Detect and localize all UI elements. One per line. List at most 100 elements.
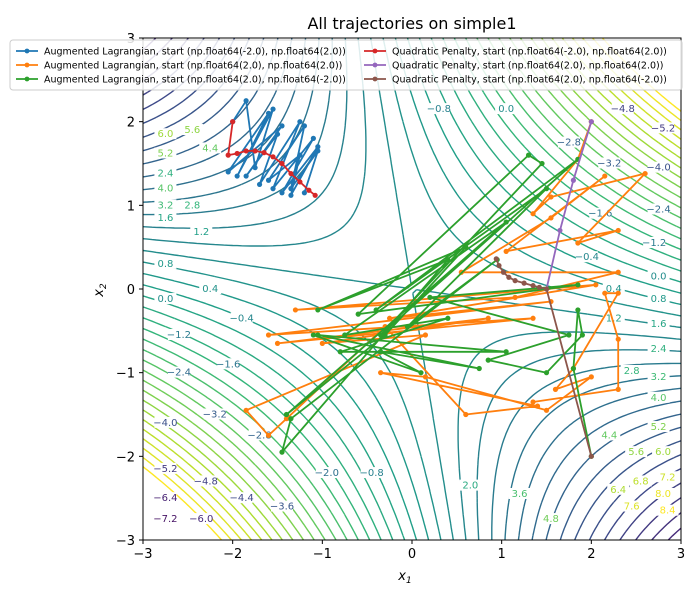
contour-label: −2.4 — [646, 205, 670, 216]
contour-label-bg — [154, 416, 177, 428]
contour-label: 7.6 — [624, 502, 640, 513]
y-tick-label: −2 — [116, 450, 135, 465]
contour-label-bg — [194, 475, 217, 487]
series-point — [252, 148, 258, 154]
series-point — [256, 181, 263, 188]
series-point — [292, 307, 299, 313]
series-point — [252, 165, 258, 171]
series-point — [500, 269, 507, 275]
contour-label-bg — [190, 513, 213, 525]
series-point — [310, 332, 316, 338]
series-point — [378, 349, 384, 355]
contour-label: 6.4 — [610, 485, 626, 496]
contour-label-bg — [656, 504, 679, 516]
series-point — [288, 186, 294, 192]
contour-label: 0.8 — [651, 294, 667, 305]
series-point — [243, 407, 249, 413]
contour-label-bg — [589, 207, 612, 219]
contour-label-bg — [154, 211, 177, 223]
x-axis-label: x1 — [397, 569, 411, 586]
contour-label-bg — [154, 167, 177, 179]
contour-label: −5.2 — [651, 123, 675, 134]
series-point — [342, 332, 348, 338]
series-point — [315, 144, 321, 150]
legend-marker — [24, 48, 30, 54]
series-point — [570, 365, 577, 372]
series-point — [503, 248, 509, 254]
series-point — [279, 160, 285, 167]
contour-label-bg — [598, 157, 621, 169]
contour-label-bg — [181, 199, 204, 211]
contour-label: −1.2 — [167, 330, 191, 341]
series-point — [530, 399, 536, 405]
contour-label-bg — [647, 343, 670, 355]
series-point — [270, 154, 276, 160]
contour-label-bg — [629, 475, 652, 487]
contour-label-bg — [647, 270, 670, 282]
contour-label-bg — [607, 483, 630, 495]
series-point — [543, 370, 550, 376]
contour-label: 6.0 — [157, 129, 173, 140]
series-point — [422, 332, 429, 338]
contour-label-bg — [154, 293, 177, 305]
contour-label-bg — [199, 142, 222, 154]
legend-marker — [24, 62, 30, 68]
contour-label: 2.8 — [184, 200, 200, 211]
contour-label: −2.8 — [557, 138, 581, 149]
contour-label: −4.4 — [229, 493, 253, 504]
contour-label: −7.2 — [153, 514, 177, 525]
series-point — [378, 370, 384, 376]
series-point — [593, 282, 599, 288]
contour-label: 1.6 — [651, 319, 667, 330]
series-point — [297, 179, 303, 185]
series-point — [566, 332, 572, 338]
series-point — [543, 186, 550, 192]
contour-label-bg — [154, 182, 177, 194]
contour-label-bg — [620, 500, 643, 512]
contour-label-bg — [199, 283, 222, 294]
series-point — [536, 284, 542, 290]
series-point — [548, 194, 554, 200]
series-point — [496, 262, 502, 269]
series-point — [265, 432, 272, 439]
series-point — [283, 411, 290, 418]
legend-label: Quadratic Penalty, start (np.float64(-2.… — [392, 47, 667, 58]
contour-label: −0.8 — [360, 468, 384, 479]
contour-label: 8.4 — [660, 506, 676, 517]
contour-label-bg — [652, 122, 675, 134]
series-point — [588, 119, 594, 125]
contour-label-bg — [647, 421, 670, 433]
series-point — [382, 332, 388, 338]
series-point — [485, 357, 491, 363]
series-point — [525, 152, 532, 158]
contour-label-bg — [647, 391, 670, 403]
series-point — [312, 192, 318, 198]
series-point — [337, 349, 343, 355]
contour-label-bg — [167, 329, 190, 341]
contour-label: −6.4 — [153, 493, 177, 504]
y-tick-label: 0 — [127, 283, 135, 298]
contour-label: 1.2 — [606, 313, 622, 324]
series-line-4 — [545, 121, 593, 290]
contour-label: −4.8 — [194, 476, 218, 487]
legend: Augmented Lagrangian, start (np.float64(… — [9, 39, 683, 91]
series-point — [386, 315, 393, 321]
contour-label-bg — [652, 446, 675, 458]
series-point — [575, 307, 581, 313]
series-point — [493, 256, 499, 262]
series-point — [404, 324, 411, 330]
series-point — [445, 315, 451, 321]
series-point — [512, 294, 518, 300]
contour-label-bg — [647, 370, 670, 382]
series-point — [615, 227, 621, 234]
series-line-5 — [495, 258, 593, 457]
contour-label-bg — [154, 462, 177, 474]
contour-label: 1.2 — [193, 227, 209, 238]
contour-label: −6.0 — [189, 514, 213, 525]
series-point — [530, 315, 536, 321]
contour-label: 5.2 — [157, 148, 173, 159]
contour-label-bg — [217, 358, 240, 370]
contour-label: −1.6 — [216, 359, 240, 370]
contour-label: −0.4 — [229, 313, 253, 324]
contour-label-bg — [154, 128, 177, 140]
